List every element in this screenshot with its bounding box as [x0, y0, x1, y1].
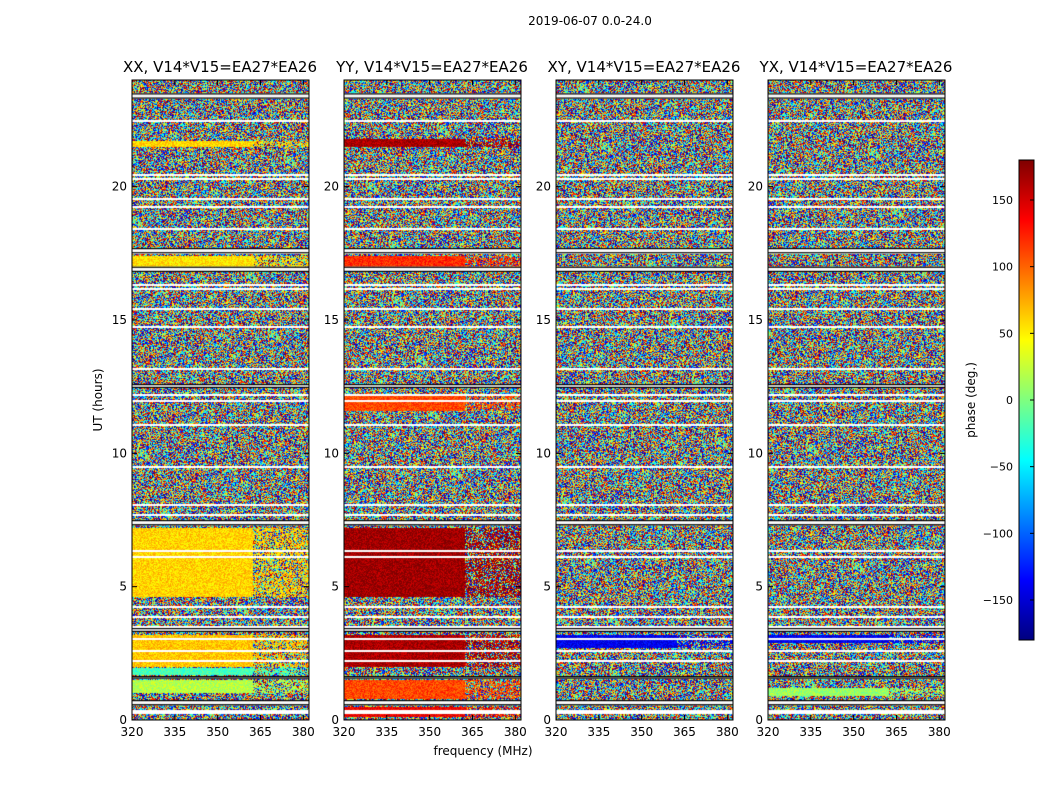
x-tick-label: 320	[333, 725, 356, 739]
colorbar-tick-label: 50	[999, 327, 1013, 340]
x-tick-label: 365	[461, 725, 484, 739]
panel-title-yy: YY, V14*V15=EA27*EA26	[336, 58, 528, 76]
heatmap-panel-xy	[556, 80, 733, 720]
y-tick-label: 10	[748, 446, 763, 460]
x-axis-label: frequency (MHz)	[433, 744, 533, 758]
x-tick-label: 365	[885, 725, 908, 739]
y-tick-label: 15	[748, 313, 763, 327]
y-tick-label: 5	[755, 580, 763, 594]
colorbar-tick-label: −100	[983, 527, 1013, 540]
x-tick-label: 320	[545, 725, 568, 739]
y-tick-label: 10	[112, 446, 127, 460]
panel-title-xy: XY, V14*V15=EA27*EA26	[547, 58, 741, 76]
x-tick-label: 335	[375, 725, 398, 739]
heatmap-panel-xx	[132, 80, 309, 720]
x-tick-label: 320	[757, 725, 780, 739]
y-tick-label: 5	[119, 580, 127, 594]
y-tick-label: 15	[112, 313, 127, 327]
colorbar-tick-label: −50	[990, 461, 1013, 474]
y-tick-label: 15	[324, 313, 339, 327]
x-tick-label: 335	[799, 725, 822, 739]
y-tick-label: 10	[536, 446, 551, 460]
figure-title: 2019-06-07 0.0-24.0	[528, 14, 652, 28]
x-tick-label: 335	[163, 725, 186, 739]
y-tick-label: 20	[536, 180, 551, 194]
y-tick-label: 20	[112, 180, 127, 194]
y-tick-label: 15	[536, 313, 551, 327]
y-tick-label: 10	[324, 446, 339, 460]
x-tick-label: 350	[206, 725, 229, 739]
y-tick-label: 5	[543, 580, 551, 594]
colorbar-tick-label: 100	[992, 261, 1013, 274]
x-tick-label: 350	[630, 725, 653, 739]
panel-frame-0	[131, 79, 310, 721]
x-tick-label: 380	[504, 725, 527, 739]
heatmap-panel-yy	[344, 80, 521, 720]
heatmap-panel-yx	[768, 80, 945, 720]
x-tick-label: 380	[928, 725, 951, 739]
x-tick-label: 365	[673, 725, 696, 739]
y-tick-label: 20	[748, 180, 763, 194]
x-tick-label: 335	[587, 725, 610, 739]
y-tick-label: 20	[324, 180, 339, 194]
x-tick-label: 350	[842, 725, 865, 739]
panel-title-xx: XX, V14*V15=EA27*EA26	[122, 58, 317, 76]
y-tick-label: 0	[543, 713, 551, 727]
y-tick-label: 0	[119, 713, 127, 727]
x-tick-label: 350	[418, 725, 441, 739]
panel-frame-1	[343, 79, 522, 721]
y-tick-label: 0	[755, 713, 763, 727]
colorbar-tick-label: 0	[1006, 394, 1013, 407]
panel-frame-2	[555, 79, 734, 721]
y-tick-label: 0	[331, 713, 339, 727]
colorbar-tick-label: −150	[983, 594, 1013, 607]
panel-title-yx: YX, V14*V15=EA27*EA26	[759, 58, 953, 76]
x-tick-label: 320	[121, 725, 144, 739]
y-tick-label: 5	[331, 580, 339, 594]
x-tick-label: 380	[292, 725, 315, 739]
panel-frame-3	[767, 79, 946, 721]
x-tick-label: 365	[249, 725, 272, 739]
colorbar-tick-label: 150	[992, 194, 1013, 207]
x-tick-label: 380	[716, 725, 739, 739]
